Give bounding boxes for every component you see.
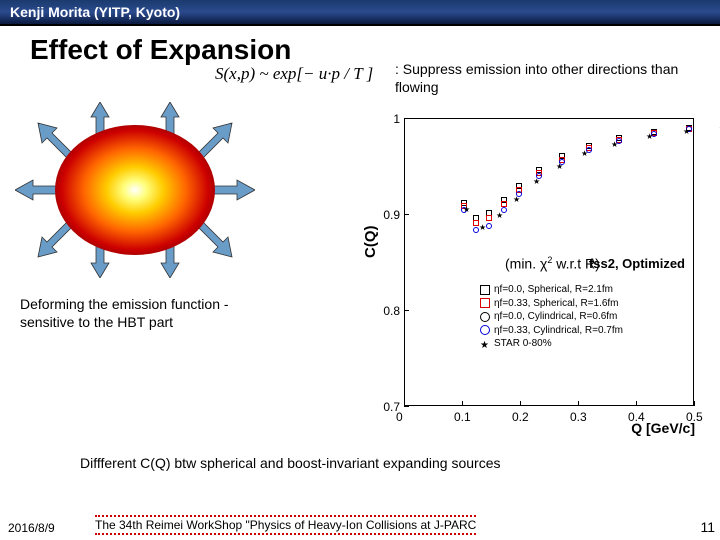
fireball-core [55, 125, 215, 255]
footer-text: The 34th Reimei WorkShop "Physics of Hea… [95, 515, 476, 535]
chart-legend: ηf=0.0, Spherical, R=2.1fmηf=0.33, Spher… [480, 283, 623, 351]
chart-ylabel: C(Q) [362, 226, 379, 259]
caption-deforming: Deforming the emission function - sensit… [20, 295, 250, 331]
chart-fss-label: fss2, Optimized [589, 256, 685, 271]
caption-different: Diffferent C(Q) btw spherical and boost-… [80, 455, 500, 471]
footer-date: 2016/8/9 [8, 521, 55, 535]
page-number: 11 [700, 519, 715, 535]
cq-chart: C(Q) fss2, Optimized ηf=0.0, Spherical, … [360, 108, 705, 438]
slide-header: Kenji Morita (YITP, Kyoto) [0, 0, 720, 26]
fireball-diagram [25, 110, 245, 270]
caption-suppress: : Suppress emission into other direction… [395, 60, 720, 96]
formula-text: S(x,p) ~ exp[− u·p / T ] [215, 64, 373, 84]
